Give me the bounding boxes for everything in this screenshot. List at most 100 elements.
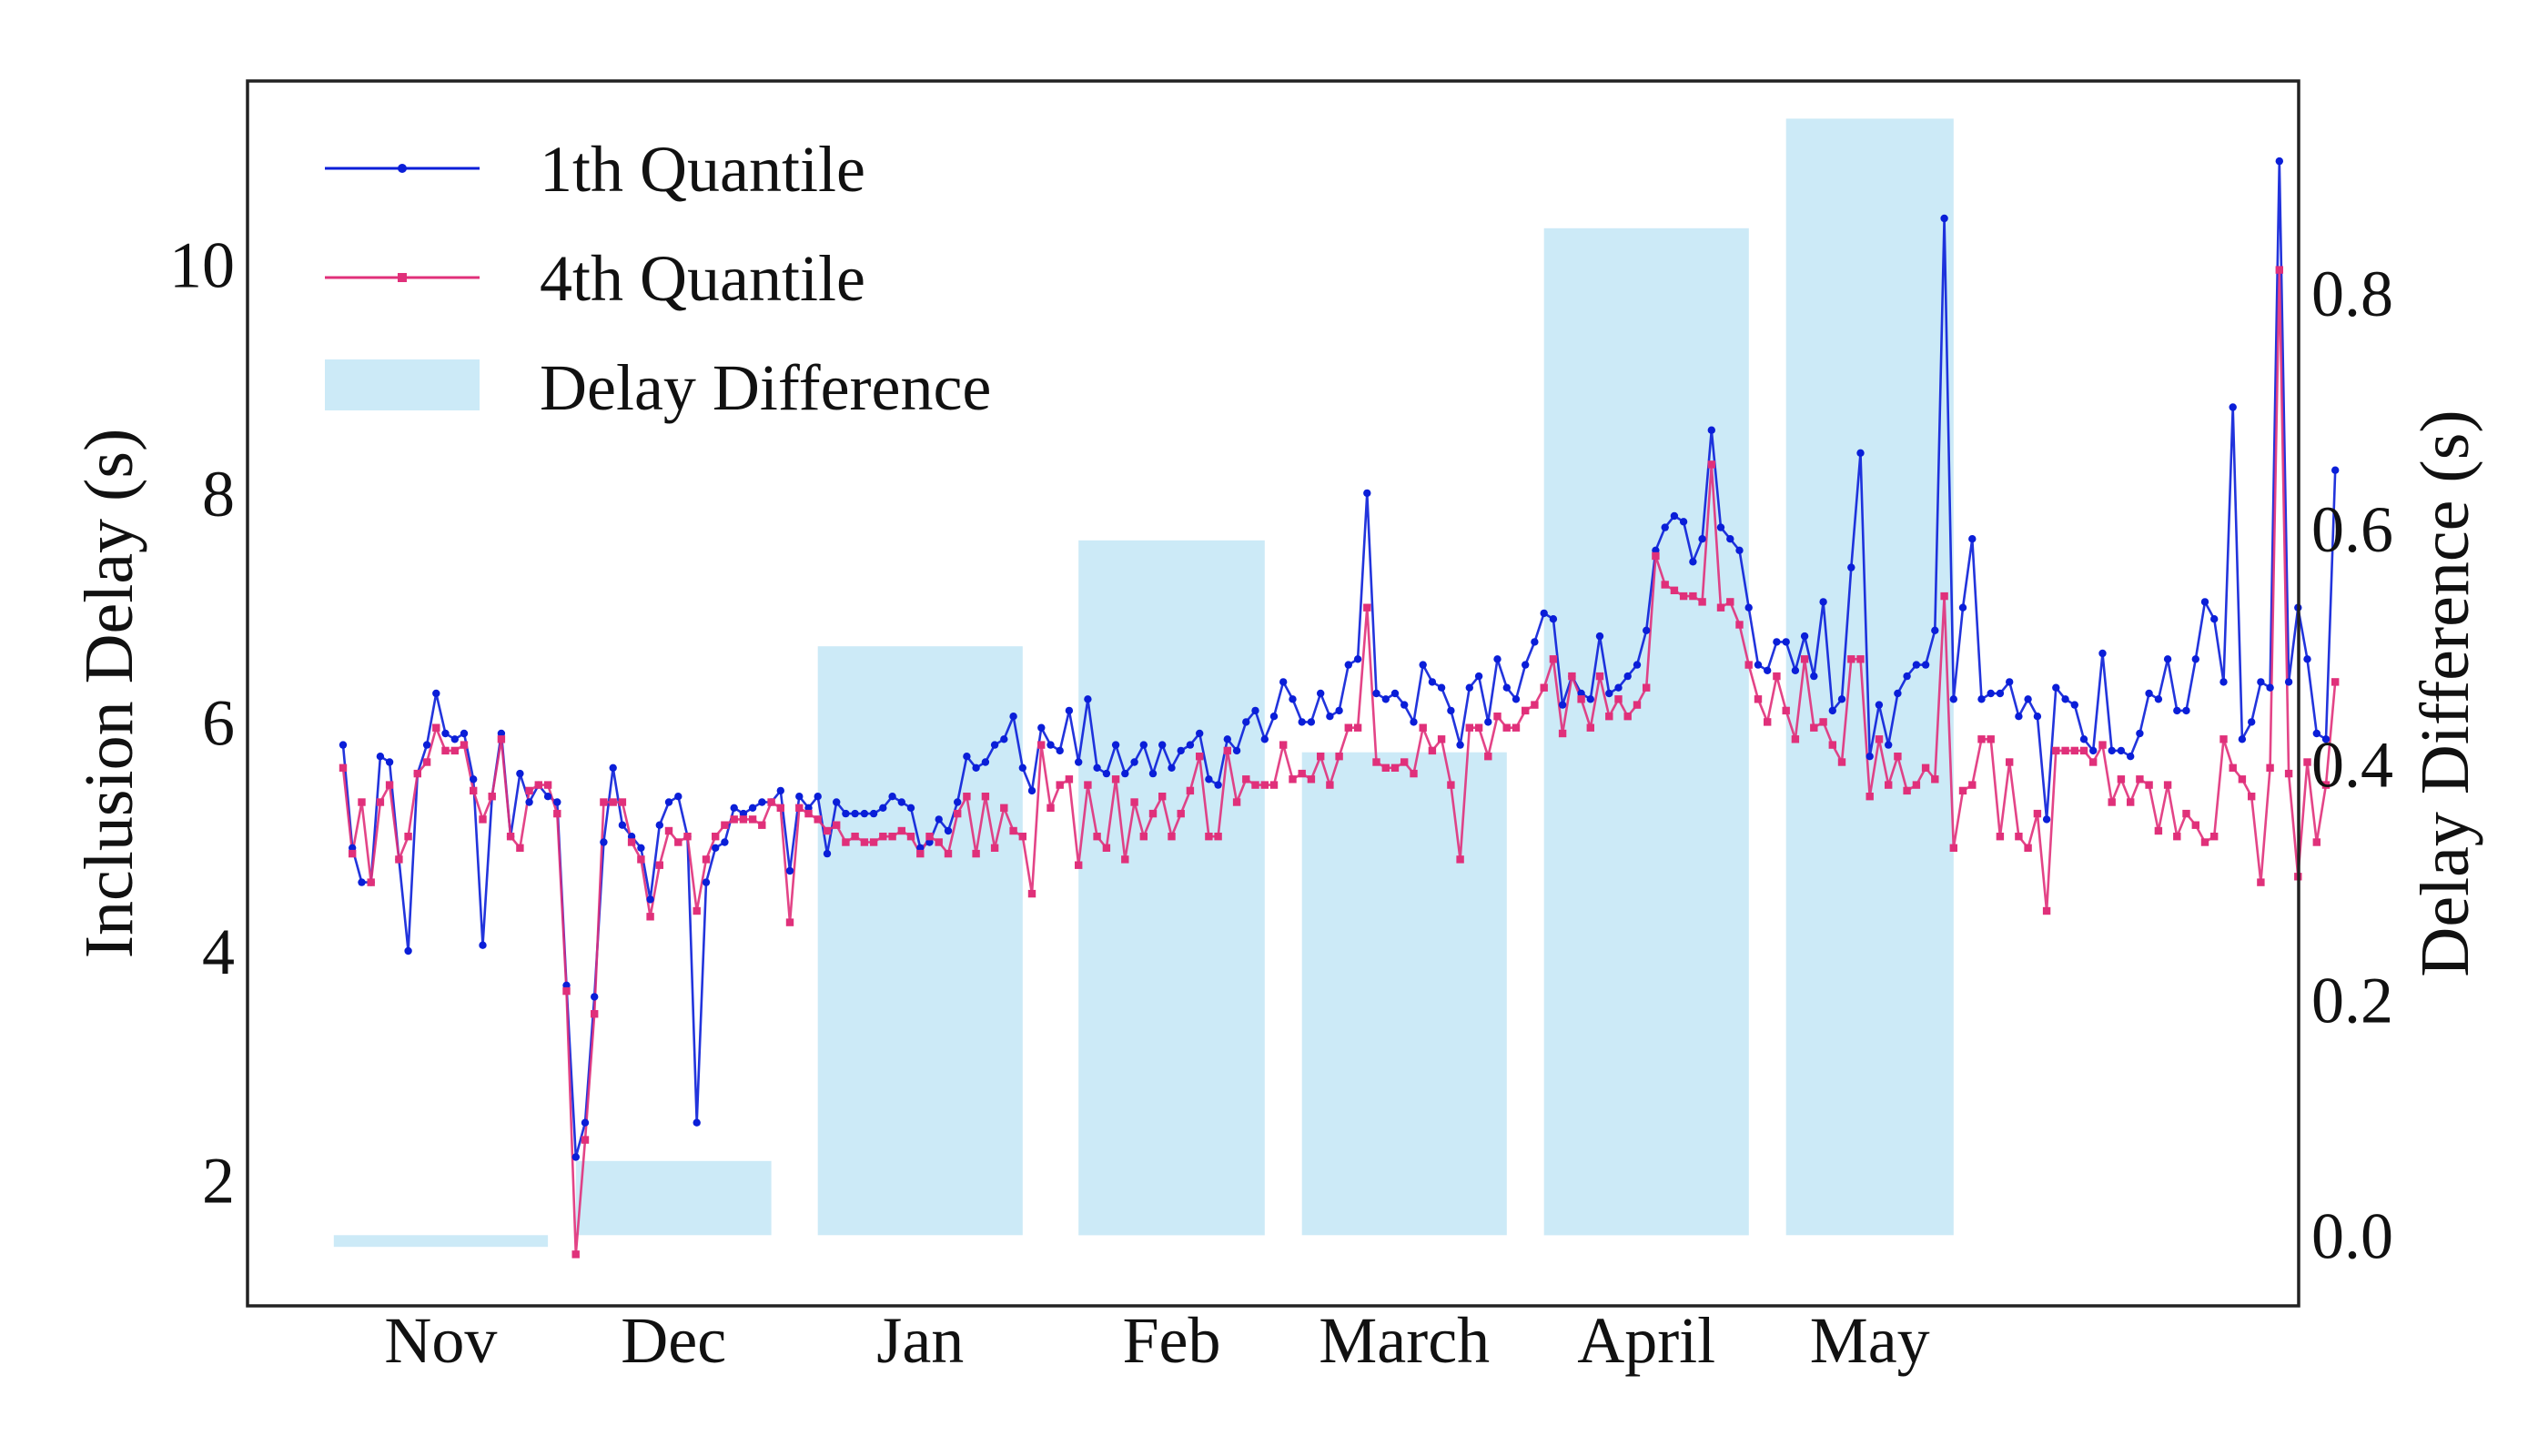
point-4th-quantile [1828,741,1836,749]
point-4th-quantile [1456,855,1464,864]
point-1th-quantile [2284,678,2293,686]
point-4th-quantile [2145,781,2153,789]
point-4th-quantile [497,735,506,743]
point-1th-quantile [1148,769,1158,778]
point-4th-quantile [730,815,738,824]
point-4th-quantile [1522,706,1530,715]
point-1th-quantile [1214,781,1222,789]
point-4th-quantile [1996,833,2005,841]
point-1th-quantile [842,809,850,818]
point-1th-quantile [2229,403,2237,411]
point-4th-quantile [2321,781,2331,789]
point-1th-quantile [2219,678,2228,686]
point-1th-quantile [879,804,887,812]
point-4th-quantile [1465,723,1473,732]
point-4th-quantile [506,833,515,841]
point-4th-quantile [2127,798,2135,806]
point-1th-quantile [1810,672,1818,681]
y2-axis-title: Delay Difference (s) [2407,410,2483,976]
point-4th-quantile [814,815,822,824]
point-4th-quantile [1531,701,1539,709]
point-1th-quantile [1168,763,1176,772]
point-1th-quantile [1298,718,1306,726]
point-4th-quantile [1279,741,1288,749]
point-4th-quantile [1130,798,1138,806]
point-4th-quantile [1018,833,1026,841]
point-1th-quantile [1381,695,1390,703]
point-1th-quantile [1223,735,1232,743]
point-4th-quantile [2079,746,2088,755]
point-4th-quantile [897,826,905,835]
point-1th-quantile [525,798,533,806]
point-4th-quantile [1670,586,1679,594]
point-1th-quantile [1447,706,1455,715]
point-1th-quantile [1158,741,1167,749]
y-tick-label: 2 [202,1145,235,1218]
point-1th-quantile [1111,741,1120,749]
point-4th-quantile [1623,713,1632,721]
point-4th-quantile [842,838,850,846]
point-1th-quantile [795,793,804,801]
point-4th-quantile [349,849,357,858]
point-4th-quantile [2117,775,2126,784]
point-1th-quantile [1977,695,1986,703]
point-4th-quantile [693,906,701,915]
point-4th-quantile [2331,678,2340,686]
point-4th-quantile [1065,775,1074,784]
x-tick-label-dec: Dec [621,1304,726,1377]
point-1th-quantile [2079,735,2088,743]
point-4th-quantile [2284,769,2293,778]
point-1th-quantile [1512,695,1521,703]
point-1th-quantile [600,838,608,846]
point-4th-quantile [869,838,878,846]
x-tick-label-may: May [1810,1304,1930,1377]
point-4th-quantile [422,758,431,766]
point-1th-quantile [1987,689,1995,698]
point-4th-quantile [1875,735,1884,743]
point-1th-quantile [2238,735,2247,743]
point-4th-quantile [2089,758,2098,766]
point-4th-quantile [600,798,608,806]
point-1th-quantile [1102,769,1111,778]
point-1th-quantile [1205,775,1213,784]
point-1th-quantile [1958,603,1967,612]
point-4th-quantile [1326,781,1334,789]
legend-label-4th-quantile: 4th Quantile [540,242,865,315]
point-4th-quantile [441,746,450,755]
point-1th-quantile [1903,672,1911,681]
point-4th-quantile [627,838,636,846]
point-1th-quantile [1242,718,1250,726]
point-1th-quantile [721,838,729,846]
point-4th-quantile [1782,706,1790,715]
point-4th-quantile [748,815,757,824]
point-1th-quantile [2098,649,2107,658]
point-4th-quantile [1707,460,1715,469]
point-1th-quantile [1465,683,1474,692]
point-1th-quantile [1279,678,1288,686]
point-4th-quantile [2154,826,2163,835]
point-1th-quantile [571,1153,580,1161]
legend-marker-4th-quantile [398,273,407,282]
point-4th-quantile [1614,695,1623,703]
point-1th-quantile [2312,729,2320,738]
point-1th-quantile [2117,746,2126,755]
point-1th-quantile [404,946,412,956]
point-1th-quantile [470,775,478,784]
point-1th-quantile [1698,535,1706,543]
point-4th-quantile [2070,746,2078,755]
point-4th-quantile [1764,718,1772,726]
point-4th-quantile [1186,786,1195,795]
y-tick-label: 6 [202,686,235,759]
point-4th-quantile [1260,781,1269,789]
point-1th-quantile [1661,523,1669,531]
point-1th-quantile [1586,695,1595,703]
y-tick-label: 10 [169,228,235,301]
point-4th-quantile [758,821,766,829]
bar-april [1543,228,1749,1236]
point-1th-quantile [1623,672,1632,681]
point-1th-quantile [730,804,738,812]
point-1th-quantile [935,815,943,824]
point-1th-quantile [1018,763,1027,772]
point-1th-quantile [553,798,561,806]
point-1th-quantile [1558,701,1567,709]
